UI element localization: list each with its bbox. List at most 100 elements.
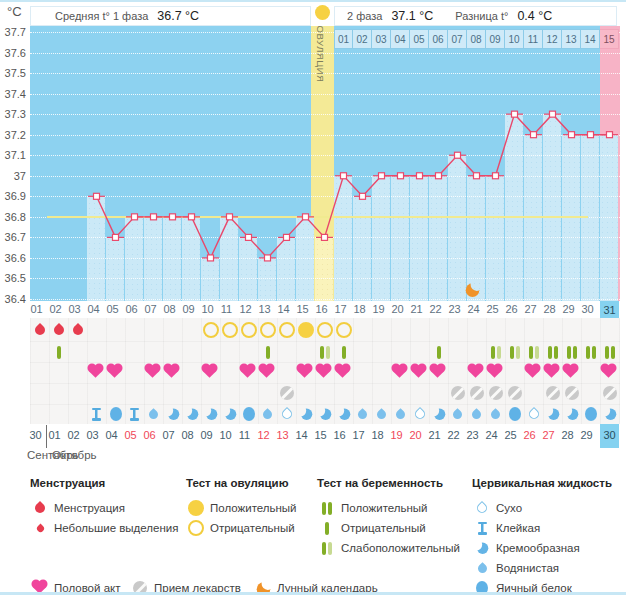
- calendar-date-label[interactable]: 12: [254, 429, 273, 441]
- temp-point[interactable]: [303, 214, 309, 220]
- calendar-date-label[interactable]: 02: [64, 429, 83, 441]
- temp-point[interactable]: [341, 173, 347, 179]
- temp-point[interactable]: [322, 234, 328, 240]
- calendar-date-label[interactable]: 17: [349, 429, 368, 441]
- cycle-day-label[interactable]: 11: [217, 303, 236, 315]
- calendar-date-current[interactable]: 30: [600, 424, 619, 448]
- calendar-date-label[interactable]: 22: [444, 429, 463, 441]
- cycle-day-label[interactable]: 07: [141, 303, 160, 315]
- cycle-day-label[interactable]: 25: [483, 303, 502, 315]
- temp-point[interactable]: [170, 214, 176, 220]
- phase2-day-cell[interactable]: 03: [372, 29, 391, 49]
- temp-point[interactable]: [512, 111, 518, 117]
- cycle-day-label[interactable]: 29: [559, 303, 578, 315]
- cycle-day-label[interactable]: 27: [521, 303, 540, 315]
- cycle-day-label[interactable]: 26: [502, 303, 521, 315]
- calendar-date-label[interactable]: 24: [482, 429, 501, 441]
- cycle-day-label[interactable]: 14: [274, 303, 293, 315]
- phase2-day-cell[interactable]: 14: [581, 29, 600, 49]
- calendar-date-label[interactable]: 30: [26, 429, 45, 441]
- calendar-date-label[interactable]: 11: [235, 429, 254, 441]
- phase2-day-cell[interactable]: 05: [410, 29, 429, 49]
- calendar-date-label[interactable]: 01: [45, 429, 64, 441]
- temp-point[interactable]: [113, 234, 119, 240]
- cycle-day-label[interactable]: 23: [445, 303, 464, 315]
- cycle-day-label[interactable]: 15: [293, 303, 312, 315]
- calendar-date-label[interactable]: 27: [539, 429, 558, 441]
- cycle-day-label[interactable]: 02: [46, 303, 65, 315]
- temp-point[interactable]: [189, 214, 195, 220]
- calendar-date-label[interactable]: 04: [102, 429, 121, 441]
- phase2-day-cell[interactable]: 10: [505, 29, 524, 49]
- temp-point[interactable]: [493, 173, 499, 179]
- calendar-date-label[interactable]: 23: [463, 429, 482, 441]
- phase2-day-cell[interactable]: 13: [562, 29, 581, 49]
- cycle-day-label[interactable]: 22: [426, 303, 445, 315]
- cycle-day-label[interactable]: 28: [540, 303, 559, 315]
- phase2-day-cell[interactable]: 01: [334, 29, 353, 49]
- calendar-date-label[interactable]: 13: [273, 429, 292, 441]
- temp-point[interactable]: [284, 234, 290, 240]
- phase2-day-cell[interactable]: 08: [467, 29, 486, 49]
- cycle-day-label[interactable]: 18: [350, 303, 369, 315]
- temp-point[interactable]: [379, 173, 385, 179]
- cycle-day-label[interactable]: 04: [84, 303, 103, 315]
- cycle-day-label[interactable]: 24: [464, 303, 483, 315]
- calendar-date-label[interactable]: 26: [520, 429, 539, 441]
- temp-point[interactable]: [531, 132, 537, 138]
- cycle-day-label[interactable]: 20: [388, 303, 407, 315]
- calendar-date-label[interactable]: 05: [121, 429, 140, 441]
- calendar-date-label[interactable]: 16: [330, 429, 349, 441]
- cycle-day-label[interactable]: 13: [255, 303, 274, 315]
- phase2-day-cell[interactable]: 12: [543, 29, 562, 49]
- temp-point[interactable]: [436, 173, 442, 179]
- phase2-day-cell[interactable]: 04: [391, 29, 410, 49]
- temp-point[interactable]: [151, 214, 157, 220]
- temp-point[interactable]: [455, 152, 461, 158]
- calendar-date-label[interactable]: 25: [501, 429, 520, 441]
- cycle-day-label[interactable]: 01: [27, 303, 46, 315]
- cycle-day-label[interactable]: 17: [331, 303, 350, 315]
- phase2-day-cell[interactable]: 07: [448, 29, 467, 49]
- cycle-day-label[interactable]: 03: [65, 303, 84, 315]
- temp-point[interactable]: [417, 173, 423, 179]
- calendar-date-label[interactable]: 29: [577, 429, 596, 441]
- temp-point[interactable]: [227, 214, 233, 220]
- phase2-day-cell[interactable]: 06: [429, 29, 448, 49]
- calendar-date-label[interactable]: 03: [83, 429, 102, 441]
- temp-point[interactable]: [474, 173, 480, 179]
- phase2-day-cell[interactable]: 02: [353, 29, 372, 49]
- cycle-day-label[interactable]: 10: [198, 303, 217, 315]
- calendar-date-label[interactable]: 06: [140, 429, 159, 441]
- calendar-date-label[interactable]: 14: [292, 429, 311, 441]
- temp-point[interactable]: [94, 193, 100, 199]
- calendar-date-label[interactable]: 15: [311, 429, 330, 441]
- temp-point[interactable]: [569, 132, 575, 138]
- temp-point[interactable]: [550, 111, 556, 117]
- temp-point[interactable]: [265, 255, 271, 261]
- phase2-day-cell[interactable]: 11: [524, 29, 543, 49]
- temp-point[interactable]: [132, 214, 138, 220]
- calendar-date-label[interactable]: 20: [406, 429, 425, 441]
- calendar-date-label[interactable]: 10: [216, 429, 235, 441]
- cycle-day-label[interactable]: 21: [407, 303, 426, 315]
- cycle-day-label[interactable]: 16: [312, 303, 331, 315]
- temp-point[interactable]: [246, 234, 252, 240]
- cycle-day-label-current[interactable]: 31: [600, 301, 619, 319]
- temp-point[interactable]: [398, 173, 404, 179]
- temp-point[interactable]: [607, 132, 613, 138]
- cycle-day-label[interactable]: 19: [369, 303, 388, 315]
- temp-point[interactable]: [360, 193, 366, 199]
- phase2-day-cell[interactable]: 15: [600, 29, 619, 49]
- calendar-date-label[interactable]: 28: [558, 429, 577, 441]
- calendar-date-label[interactable]: 09: [197, 429, 216, 441]
- cycle-day-label[interactable]: 06: [122, 303, 141, 315]
- temp-point[interactable]: [208, 255, 214, 261]
- cycle-day-label[interactable]: 30: [578, 303, 597, 315]
- calendar-date-label[interactable]: 18: [368, 429, 387, 441]
- cycle-day-label[interactable]: 08: [160, 303, 179, 315]
- cycle-day-label[interactable]: 05: [103, 303, 122, 315]
- temp-point[interactable]: [588, 132, 594, 138]
- calendar-date-label[interactable]: 19: [387, 429, 406, 441]
- calendar-date-label[interactable]: 21: [425, 429, 444, 441]
